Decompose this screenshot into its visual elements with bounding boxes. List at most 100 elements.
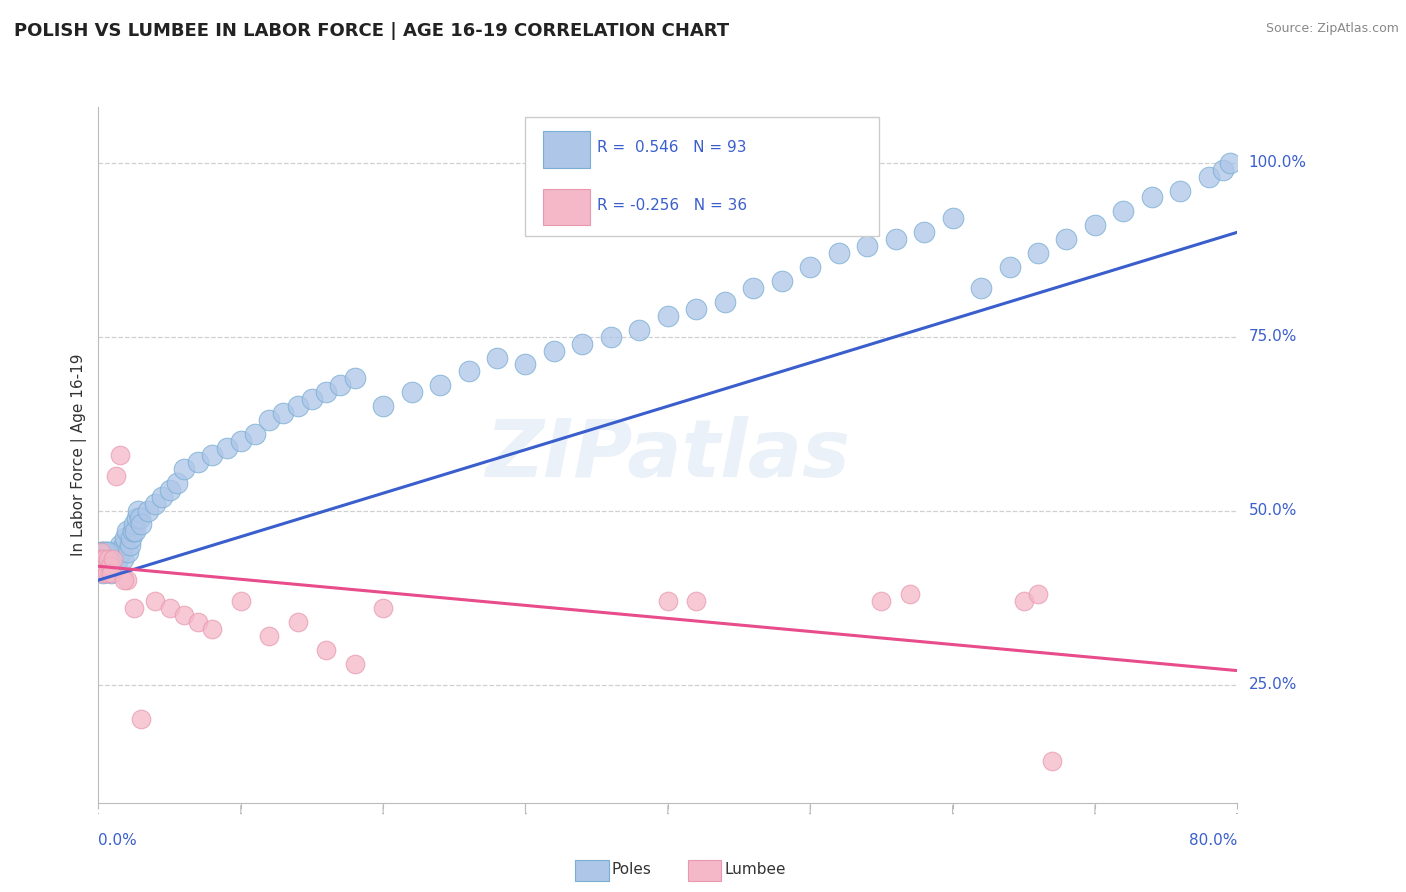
Point xyxy=(105,545,128,559)
Point xyxy=(173,607,195,622)
Point xyxy=(343,371,366,385)
Point xyxy=(93,552,115,566)
Point xyxy=(96,545,118,559)
Point xyxy=(90,545,112,559)
Point xyxy=(100,566,122,581)
Point xyxy=(429,378,451,392)
Point xyxy=(856,239,879,253)
Point xyxy=(93,552,115,566)
Point xyxy=(129,712,152,726)
Point xyxy=(515,358,537,372)
Point xyxy=(152,490,174,504)
Point xyxy=(912,225,935,239)
Point xyxy=(112,573,135,587)
Text: Poles: Poles xyxy=(612,863,651,877)
Point xyxy=(127,503,149,517)
Point xyxy=(1212,162,1234,177)
Point xyxy=(685,301,707,316)
Point xyxy=(799,260,821,274)
Text: R =  0.546   N = 93: R = 0.546 N = 93 xyxy=(598,140,747,155)
Point xyxy=(90,552,112,566)
Point xyxy=(91,545,114,559)
Point xyxy=(117,545,139,559)
Point xyxy=(98,559,121,574)
Point xyxy=(371,399,394,413)
Point xyxy=(970,281,993,295)
Point xyxy=(96,566,118,581)
Point xyxy=(273,406,295,420)
Y-axis label: In Labor Force | Age 16-19: In Labor Force | Age 16-19 xyxy=(72,353,87,557)
Point xyxy=(91,566,114,581)
Point xyxy=(96,552,118,566)
Point xyxy=(1170,184,1192,198)
Point xyxy=(243,427,266,442)
Point xyxy=(93,559,115,574)
Point xyxy=(89,552,111,566)
Point xyxy=(828,246,851,260)
Point xyxy=(1219,155,1241,169)
Point xyxy=(128,510,150,524)
Point xyxy=(111,552,134,566)
Point xyxy=(371,601,394,615)
Point xyxy=(457,364,479,378)
Point xyxy=(301,392,323,407)
Point xyxy=(201,448,224,462)
Point xyxy=(571,336,593,351)
Point xyxy=(100,566,122,581)
Point xyxy=(770,274,793,288)
Point xyxy=(90,545,112,559)
Point xyxy=(998,260,1021,274)
Point xyxy=(714,294,737,309)
Point xyxy=(89,559,111,574)
FancyBboxPatch shape xyxy=(543,131,591,168)
Point xyxy=(1026,246,1049,260)
Text: 25.0%: 25.0% xyxy=(1249,677,1296,692)
Point xyxy=(159,483,181,497)
Point xyxy=(98,552,121,566)
Point xyxy=(1026,587,1049,601)
Point xyxy=(1012,594,1035,608)
Point xyxy=(287,615,309,629)
Point xyxy=(108,448,131,462)
Text: 0.0%: 0.0% xyxy=(98,833,138,848)
Text: ZIPatlas: ZIPatlas xyxy=(485,416,851,494)
Point xyxy=(870,594,893,608)
Text: POLISH VS LUMBEE IN LABOR FORCE | AGE 16-19 CORRELATION CHART: POLISH VS LUMBEE IN LABOR FORCE | AGE 16… xyxy=(14,22,730,40)
Point xyxy=(259,629,281,643)
Text: R = -0.256   N = 36: R = -0.256 N = 36 xyxy=(598,198,748,213)
Point xyxy=(884,232,907,246)
Point xyxy=(1112,204,1135,219)
Point xyxy=(543,343,565,358)
Point xyxy=(90,552,112,566)
Point xyxy=(118,538,141,552)
Point xyxy=(159,601,181,615)
FancyBboxPatch shape xyxy=(543,189,591,226)
Point xyxy=(98,559,121,574)
Point xyxy=(343,657,366,671)
Point xyxy=(93,552,115,566)
Point xyxy=(107,552,129,566)
Point xyxy=(1056,232,1078,246)
Text: 75.0%: 75.0% xyxy=(1249,329,1296,344)
Point xyxy=(657,309,679,323)
Point xyxy=(145,497,167,511)
Point xyxy=(166,475,188,490)
Text: Lumbee: Lumbee xyxy=(724,863,786,877)
Point xyxy=(315,642,337,657)
Point xyxy=(110,545,132,559)
Point xyxy=(90,559,112,574)
Point xyxy=(114,532,136,546)
Point xyxy=(136,503,159,517)
Point xyxy=(201,622,224,636)
Point xyxy=(315,385,337,400)
Text: 50.0%: 50.0% xyxy=(1249,503,1296,518)
Point xyxy=(104,468,127,483)
Point xyxy=(125,510,148,524)
Point xyxy=(600,329,623,343)
Point xyxy=(657,594,679,608)
Point xyxy=(898,587,921,601)
Point xyxy=(1140,190,1163,204)
Point xyxy=(94,552,117,566)
Point xyxy=(121,524,143,539)
Text: 80.0%: 80.0% xyxy=(1189,833,1237,848)
